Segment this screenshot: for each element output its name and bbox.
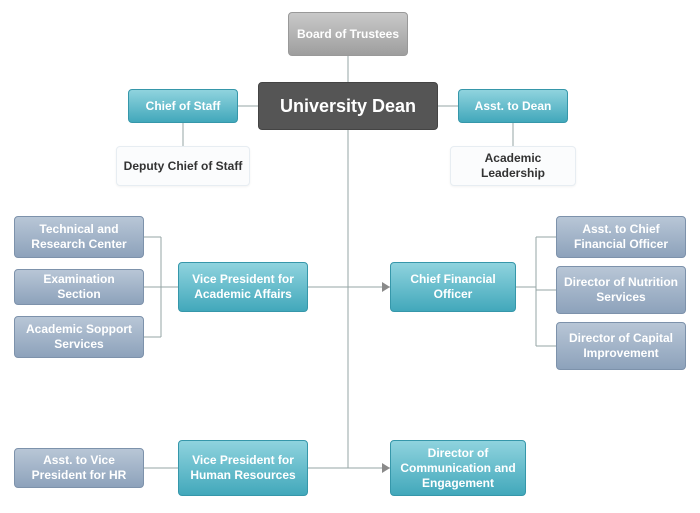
node-academic-leadership: Academic Leadership <box>450 146 576 186</box>
arrow-right-icon <box>382 463 390 473</box>
node-board-of-trustees: Board of Trustees <box>288 12 408 56</box>
node-label: Academic Leadership <box>457 151 569 181</box>
node-director-nutrition: Director of Nutrition Services <box>556 266 686 314</box>
node-asst-vp-hr: Asst. to Vice President for HR <box>14 448 144 488</box>
node-examination-section: Examination Section <box>14 269 144 305</box>
node-label: Chief of Staff <box>146 99 221 114</box>
node-label: Academic Sopport Services <box>21 322 137 352</box>
node-director-capital: Director of Capital Improvement <box>556 322 686 370</box>
node-asst-to-dean: Asst. to Dean <box>458 89 568 123</box>
node-label: University Dean <box>280 95 416 118</box>
node-label: Vice President for Academic Affairs <box>185 272 301 302</box>
node-label: Deputy Chief of Staff <box>124 159 243 174</box>
node-chief-of-staff: Chief of Staff <box>128 89 238 123</box>
node-technical-research-center: Technical and Research Center <box>14 216 144 258</box>
node-vp-human-resources: Vice President for Human Resources <box>178 440 308 496</box>
node-label: Asst. to Vice President for HR <box>21 453 137 483</box>
node-university-dean: University Dean <box>258 82 438 130</box>
node-asst-to-cfo: Asst. to Chief Financial Officer <box>556 216 686 258</box>
node-label: Director of Communication and Engagement <box>397 446 519 491</box>
node-director-communication: Director of Communication and Engagement <box>390 440 526 496</box>
node-label: Vice President for Human Resources <box>185 453 301 483</box>
arrow-right-icon <box>382 282 390 292</box>
node-academic-support-services: Academic Sopport Services <box>14 316 144 358</box>
node-vp-academic-affairs: Vice President for Academic Affairs <box>178 262 308 312</box>
node-deputy-chief-of-staff: Deputy Chief of Staff <box>116 146 250 186</box>
node-label: Director of Capital Improvement <box>563 331 679 361</box>
node-chief-financial-officer: Chief Financial Officer <box>390 262 516 312</box>
node-label: Chief Financial Officer <box>397 272 509 302</box>
node-label: Technical and Research Center <box>21 222 137 252</box>
node-label: Board of Trustees <box>297 27 399 42</box>
node-label: Examination Section <box>21 272 137 302</box>
node-label: Director of Nutrition Services <box>563 275 679 305</box>
node-label: Asst. to Dean <box>475 99 552 114</box>
node-label: Asst. to Chief Financial Officer <box>563 222 679 252</box>
